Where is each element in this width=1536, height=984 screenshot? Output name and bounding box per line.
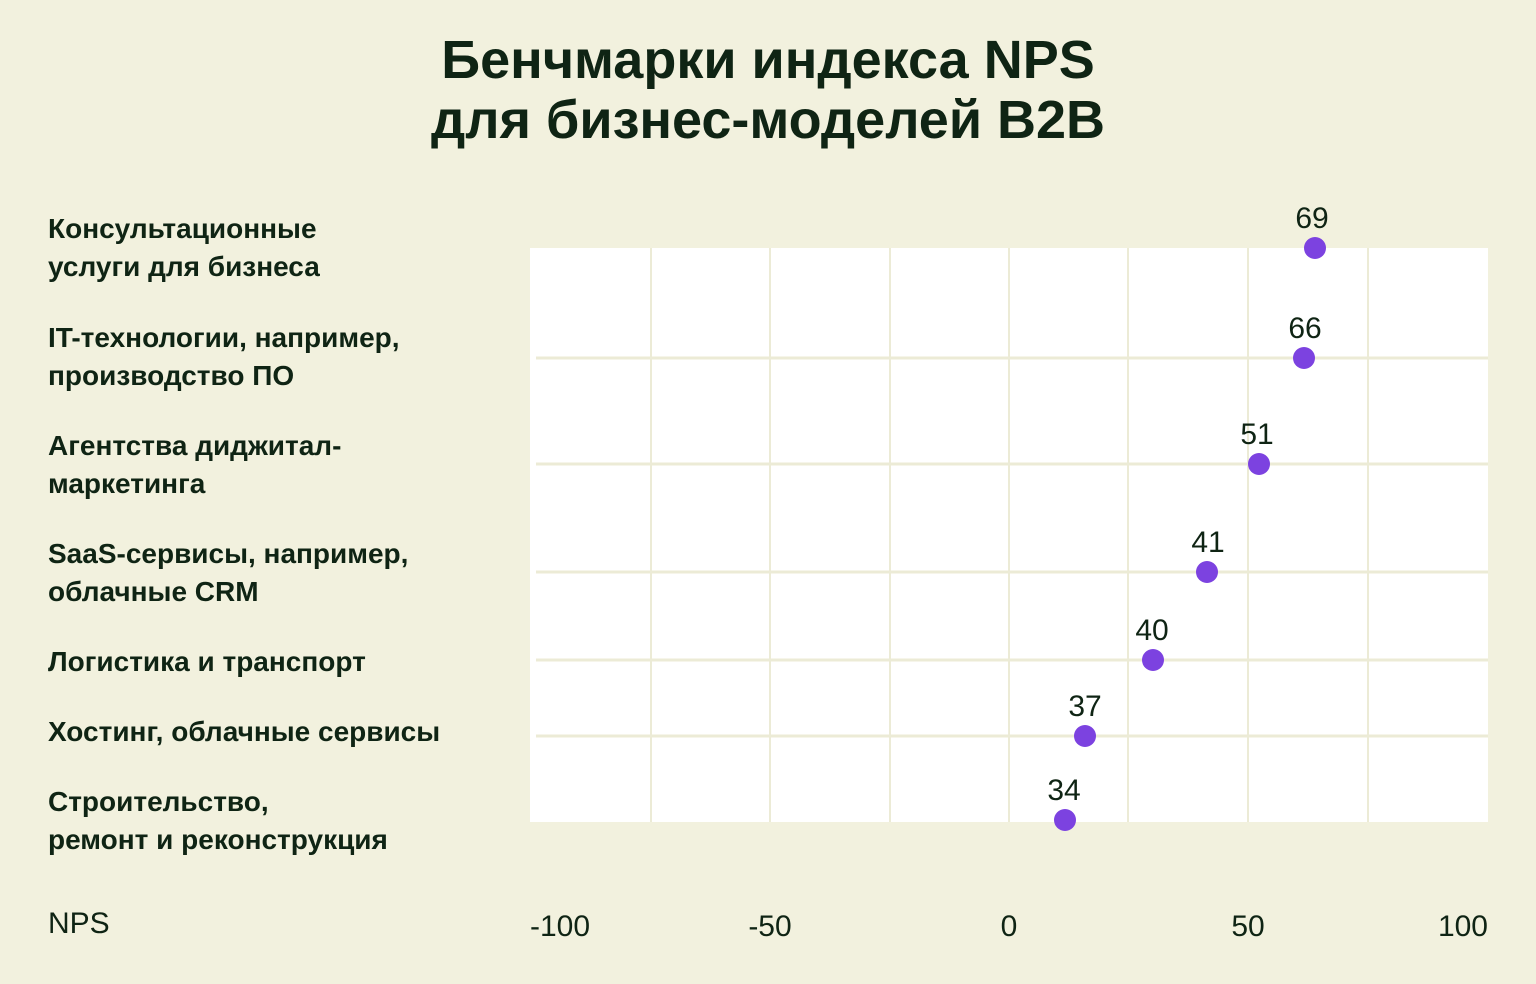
category-label-line: Логистика и транспорт — [48, 646, 366, 677]
data-point — [1074, 725, 1096, 747]
category-label-line: SaaS-сервисы, например, — [48, 538, 409, 569]
x-tick-label: -100 — [530, 910, 590, 943]
category-label: SaaS-сервисы, например, облачные CRM — [48, 535, 498, 611]
category-label-line: Агентства диджитал- — [48, 430, 342, 461]
data-label: 40 — [1135, 614, 1168, 647]
data-label: 41 — [1191, 526, 1224, 559]
category-label-line: Строительство, — [48, 786, 269, 817]
x-tick-label: 100 — [1438, 910, 1488, 943]
data-point — [1054, 809, 1076, 831]
category-label-line: Консультационные — [48, 213, 317, 244]
category-label: Логистика и транспорт — [48, 643, 498, 681]
data-label: 69 — [1295, 202, 1328, 235]
category-label: Консультационные услуги для бизнеса — [48, 210, 498, 286]
data-label: 51 — [1240, 418, 1273, 451]
category-label-line: маркетинга — [48, 468, 206, 499]
category-label: Хостинг, облачные сервисы — [48, 713, 498, 751]
data-label: 34 — [1047, 774, 1080, 807]
chart-title-line-2: для бизнес-моделей B2B — [430, 90, 1106, 150]
data-label: 37 — [1068, 690, 1101, 723]
data-point — [1304, 237, 1326, 259]
category-label-line: услуги для бизнеса — [48, 251, 320, 282]
data-label: 66 — [1288, 312, 1321, 345]
data-point — [1196, 561, 1218, 583]
category-label: Строительство, ремонт и реконструкция — [48, 783, 498, 859]
category-label-line: ремонт и реконструкция — [48, 824, 388, 855]
chart-title-line-1: Бенчмарки индекса NPS — [441, 30, 1095, 90]
x-tick-label: 50 — [1231, 910, 1264, 943]
data-point — [1248, 453, 1270, 475]
data-point — [1142, 649, 1164, 671]
x-tick-label: -50 — [748, 910, 791, 943]
x-axis-label: NPS — [48, 907, 110, 940]
category-label-line: производство ПО — [48, 360, 295, 391]
chart-title: Бенчмарки индекса NPS для бизнес-моделей… — [0, 30, 1536, 150]
x-tick-label: 0 — [1001, 910, 1018, 943]
category-label: Агентства диджитал-маркетинга — [48, 427, 498, 503]
category-label-line: Хостинг, облачные сервисы — [48, 716, 441, 747]
data-point — [1293, 347, 1315, 369]
category-label-line: облачные CRM — [48, 576, 259, 607]
category-label: IT-технологии, например, производство ПО — [48, 319, 498, 395]
category-label-line: IT-технологии, например, — [48, 322, 400, 353]
